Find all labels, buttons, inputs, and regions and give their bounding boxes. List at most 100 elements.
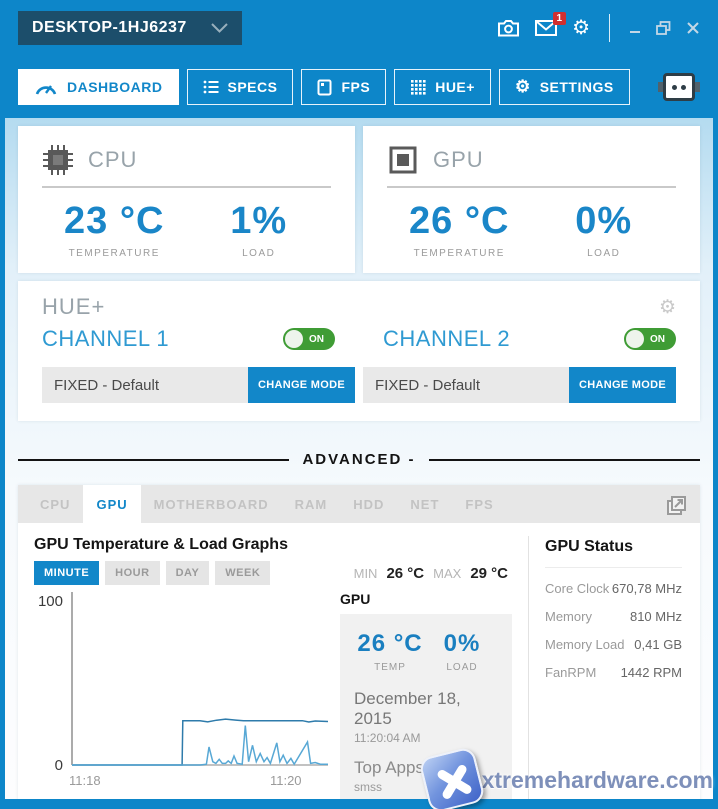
- cpu-card: CPU 23 °C TEMPERATURE 1% LOAD: [18, 126, 355, 273]
- divider-line-right: [428, 458, 700, 461]
- mini-temp-value: 26 °C: [357, 630, 423, 657]
- gauge-icon: [35, 85, 57, 95]
- gpu-card-title: GPU: [433, 147, 484, 172]
- range-minute-button[interactable]: MINUTE: [34, 561, 100, 585]
- status-row-core-clock: Core Clock 670,78 MHz: [545, 581, 682, 596]
- titlebar: DESKTOP-1HJ6237 1 ⚙: [0, 0, 718, 56]
- minimize-button[interactable]: [629, 22, 641, 34]
- hue-header: HUE+ ⚙: [42, 294, 676, 320]
- channel-2-change-mode-button[interactable]: CHANGE MODE: [568, 367, 676, 403]
- minimize-icon: [630, 31, 640, 33]
- stat-cards-row: CPU 23 °C TEMPERATURE 1% LOAD: [18, 126, 700, 273]
- range-hour-button[interactable]: HOUR: [105, 561, 160, 585]
- top-app-item: smss: [354, 780, 382, 794]
- cpu-temperature-label: TEMPERATURE: [68, 248, 160, 259]
- close-icon: [687, 22, 699, 34]
- tab-dashboard[interactable]: DASHBOARD: [18, 69, 179, 105]
- mini-load-value: 0%: [443, 630, 481, 657]
- cam-robot-button[interactable]: [658, 73, 700, 101]
- titlebar-separator: [609, 14, 610, 42]
- range-week-button[interactable]: WEEK: [215, 561, 271, 585]
- channel-1-name: CHANNEL 1: [42, 326, 170, 351]
- watermark-text: xtremehardware.com: [481, 766, 713, 793]
- channel-1-change-mode-button[interactable]: CHANGE MODE: [247, 367, 355, 403]
- robot-ear-right: [694, 82, 700, 92]
- cpu-load-value: 1%: [230, 200, 288, 242]
- channel-2-mode: FIXED - Default: [375, 376, 481, 394]
- restore-button[interactable]: [656, 21, 671, 35]
- main-nav: DASHBOARD SPECS FPS HUE+ ⚙ SETTINGS: [0, 56, 718, 118]
- xtremehardware-logo-icon: [417, 746, 486, 809]
- range-day-button[interactable]: DAY: [165, 561, 210, 585]
- hue-modes-row: FIXED - Default CHANGE MODE FIXED - Defa…: [42, 367, 676, 403]
- expand-icon: [667, 496, 686, 515]
- gpu-status-column: GPU Status Core Clock 670,78 MHz Memory …: [528, 536, 700, 799]
- channel-1-mode-bar: FIXED - Default CHANGE MODE: [42, 367, 355, 403]
- channel-1-toggle-state: ON: [309, 334, 324, 345]
- adv-tab-cpu[interactable]: CPU: [40, 496, 71, 512]
- channel-1-toggle[interactable]: ON: [283, 328, 335, 350]
- max-value: 29 °C: [470, 564, 508, 582]
- tab-fps-label: FPS: [341, 79, 371, 95]
- toggle-knob: [626, 330, 644, 348]
- top-apps-label: Top Apps: [354, 758, 424, 777]
- device-name: DESKTOP-1HJ6237: [32, 19, 187, 36]
- status-label: FanRPM: [545, 665, 597, 680]
- settings-gear-icon: ⚙: [514, 77, 531, 96]
- channel-2-toggle[interactable]: ON: [624, 328, 676, 350]
- hue-channel-2: CHANNEL 2 ON: [383, 326, 676, 352]
- cpu-temperature-value: 23 °C: [64, 200, 165, 242]
- restore-icon: [656, 21, 671, 35]
- min-value: 26 °C: [386, 564, 425, 582]
- robot-icon: [663, 73, 695, 101]
- screenshot-button[interactable]: [497, 19, 520, 37]
- mini-temp-group: 26 °C TEMP: [354, 630, 426, 673]
- adv-tab-net[interactable]: NET: [410, 496, 440, 512]
- popout-button[interactable]: [664, 493, 688, 522]
- adv-tab-hdd[interactable]: HDD: [353, 496, 385, 512]
- tab-settings[interactable]: ⚙ SETTINGS: [498, 69, 630, 105]
- tab-fps[interactable]: FPS: [301, 69, 387, 105]
- svg-text:11:20: 11:20: [270, 773, 302, 788]
- status-value: 810 MHz: [629, 609, 682, 624]
- notifications-button[interactable]: 1: [535, 12, 567, 36]
- gpu-load-value: 0%: [575, 200, 633, 242]
- minmax-readout: MIN 26 °C MAX 29 °C: [354, 565, 518, 582]
- tab-settings-label: SETTINGS: [539, 79, 614, 95]
- robot-ear-left: [658, 82, 664, 92]
- status-row-fanrpm: FanRPM 1442 RPM: [545, 665, 682, 680]
- adv-tab-ram[interactable]: RAM: [294, 496, 328, 512]
- tab-specs[interactable]: SPECS: [186, 69, 294, 105]
- channel-1-mode: FIXED - Default: [54, 376, 160, 394]
- status-value: 0,41 GB: [634, 637, 682, 652]
- app-settings-button[interactable]: ⚙: [572, 18, 590, 38]
- watermark: xtremehardware.com: [417, 746, 713, 809]
- hue-title: HUE+: [42, 294, 106, 319]
- device-selector-dropdown[interactable]: DESKTOP-1HJ6237: [18, 11, 242, 45]
- cpu-card-header: CPU: [42, 144, 331, 188]
- status-value: 1442 RPM: [620, 665, 682, 680]
- status-row-memory: Memory 810 MHz: [545, 609, 682, 624]
- hue-gear-icon[interactable]: ⚙: [658, 296, 676, 318]
- adv-tab-fps[interactable]: FPS: [465, 496, 494, 512]
- monitor-icon: [317, 79, 332, 95]
- gpu-temperature-value: 26 °C: [409, 200, 510, 242]
- advanced-label: ADVANCED -: [302, 451, 416, 468]
- adv-tab-gpu[interactable]: GPU: [83, 485, 141, 523]
- status-label: Memory: [545, 609, 592, 624]
- tab-hue[interactable]: HUE+: [394, 69, 491, 105]
- tab-hue-label: HUE+: [435, 79, 475, 95]
- gpu-mini-stats: 26 °C TEMP 0% LOAD: [354, 630, 498, 673]
- status-label: Memory Load: [545, 637, 625, 652]
- close-button[interactable]: [686, 21, 700, 35]
- advanced-divider: ADVANCED -: [18, 451, 700, 468]
- tab-dashboard-label: DASHBOARD: [67, 79, 163, 95]
- svg-text:11:18: 11:18: [69, 773, 101, 788]
- camera-icon: [498, 20, 520, 37]
- cpu-load-group: 1% LOAD: [187, 200, 332, 259]
- mini-temp-label: TEMP: [374, 662, 406, 673]
- graph-controls: MINUTE HOUR DAY WEEK MIN 26 °C MAX 29 °C: [34, 561, 518, 585]
- list-icon: [203, 80, 218, 94]
- adv-tab-motherboard[interactable]: MOTHERBOARD: [153, 496, 269, 512]
